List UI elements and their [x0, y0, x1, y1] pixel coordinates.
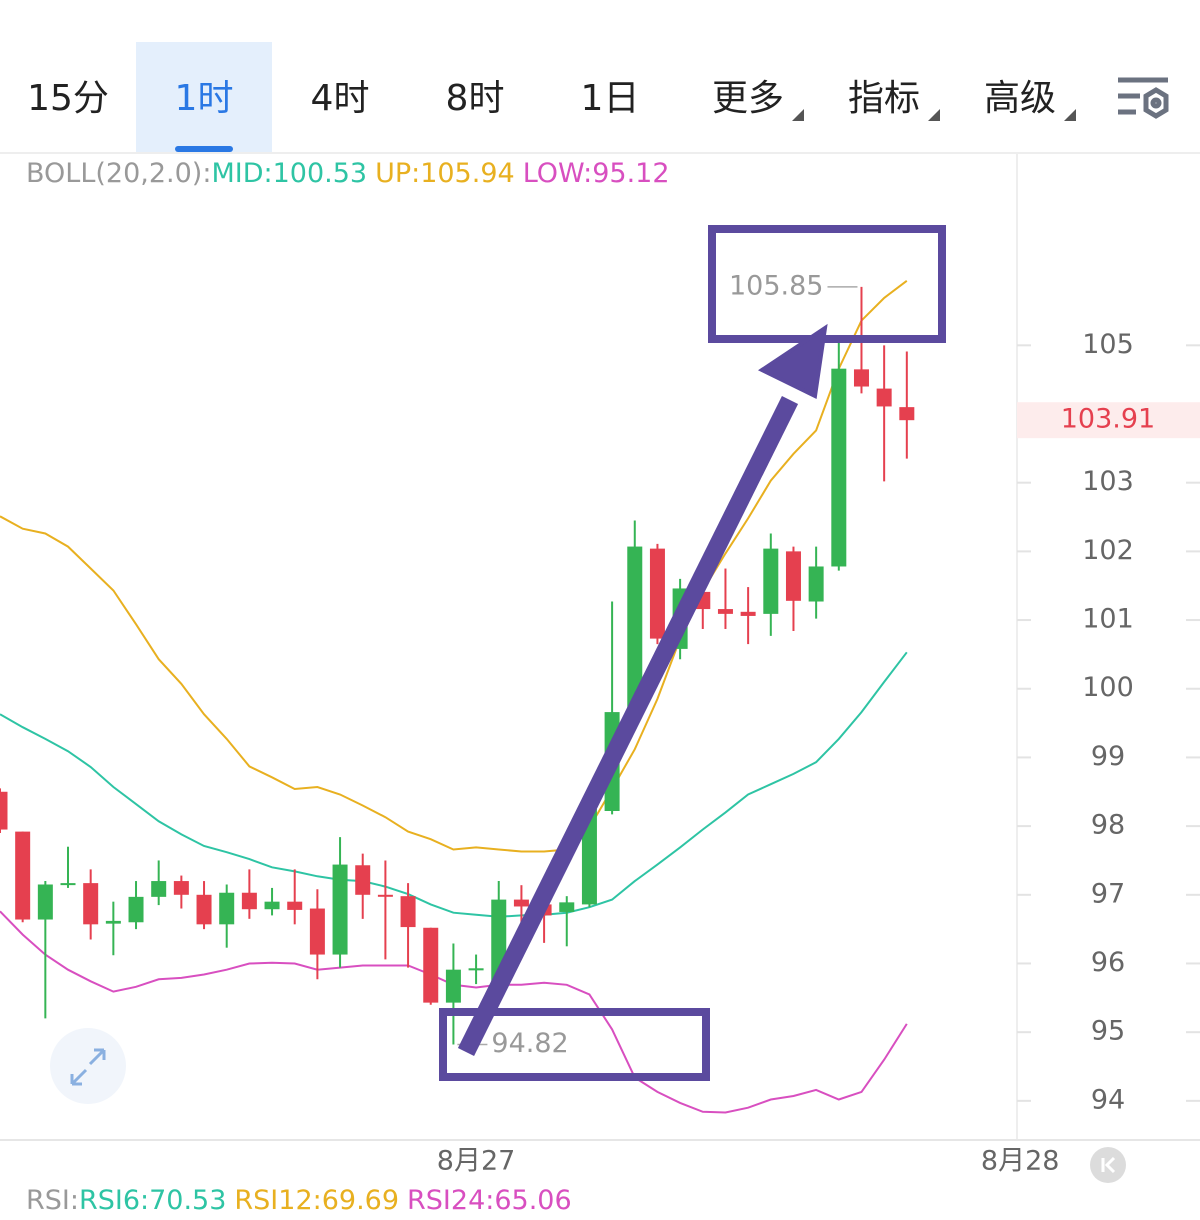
- candle-body: [128, 896, 144, 923]
- candle-body: [83, 883, 99, 925]
- expand-icon: [70, 1048, 106, 1086]
- candle-body: [649, 548, 665, 639]
- legend-entry: UP:105.94: [375, 158, 515, 189]
- candle-body: [219, 892, 235, 925]
- y-tick-label: 105: [1082, 329, 1134, 360]
- candle-body: [513, 899, 529, 907]
- candle-body: [445, 969, 461, 1003]
- tab[interactable]: 指标: [848, 78, 920, 119]
- highlight-box: [439, 1008, 710, 1081]
- rsi-entry: RSI6:70.53: [79, 1185, 226, 1216]
- band-line: [0, 280, 908, 853]
- dropdown-caret: [928, 109, 940, 121]
- y-tick-label: 98: [1091, 810, 1125, 841]
- candle-body: [15, 831, 31, 920]
- candle-body: [264, 901, 280, 910]
- last-price-label: 103.91: [1061, 404, 1155, 435]
- candle-body: [853, 369, 869, 387]
- candle-body: [763, 548, 779, 614]
- arrow-shaft: [457, 395, 799, 1057]
- candle-body: [173, 881, 189, 895]
- candle-body: [808, 566, 824, 602]
- low-marker-label: 94.82: [491, 1028, 568, 1059]
- icon-dot: [1150, 97, 1162, 109]
- candle-body: [151, 881, 167, 897]
- icon-hex: [1143, 87, 1169, 119]
- candle-body: [400, 896, 416, 928]
- candle-body: [196, 894, 212, 925]
- tab[interactable]: 4时: [311, 78, 370, 119]
- tab[interactable]: 1时: [175, 78, 234, 119]
- last-price-band: [1017, 402, 1200, 439]
- candle-body: [899, 407, 915, 421]
- tab-indicator: [175, 146, 233, 152]
- rsi-legend: RSI:RSI6:70.53 RSI12:69.69 RSI24:65.06: [26, 1185, 572, 1216]
- candle-body: [105, 920, 121, 924]
- candle-body: [831, 368, 847, 567]
- candle-body: [0, 791, 8, 830]
- candle-body: [287, 901, 303, 910]
- annotation: [439, 225, 946, 1081]
- candle-body: [627, 546, 643, 713]
- y-tick-label: 95: [1091, 1016, 1125, 1047]
- dropdown-caret: [1064, 109, 1076, 121]
- y-tick-label: 99: [1091, 741, 1125, 772]
- candle-body: [332, 864, 348, 955]
- tab[interactable]: 高级: [984, 78, 1056, 119]
- y-tick-label: 100: [1082, 672, 1134, 703]
- x-tick-label: 8月28: [981, 1146, 1060, 1177]
- rsi-entry: RSI12:69.69: [234, 1185, 399, 1216]
- tab[interactable]: 8时: [446, 78, 505, 119]
- y-tick-label: 97: [1091, 878, 1125, 909]
- legend-title: BOLL(20,2.0):: [26, 158, 211, 189]
- tab[interactable]: 更多: [712, 78, 784, 119]
- tab[interactable]: 1日: [581, 78, 640, 119]
- candle-body: [60, 883, 76, 886]
- candle-body: [717, 609, 733, 614]
- y-tick-label: 101: [1082, 604, 1134, 635]
- x-tick-label: 8月27: [437, 1146, 516, 1177]
- candle-body: [876, 388, 892, 407]
- candle-body: [468, 968, 484, 971]
- scroll-end-icon: [1101, 1156, 1116, 1174]
- candle-body: [785, 551, 801, 601]
- arrow-head: [757, 323, 828, 400]
- tab[interactable]: 15分: [27, 78, 109, 119]
- y-tick-label: 102: [1082, 535, 1134, 566]
- band-line: [0, 651, 908, 918]
- y-tick-label: 103: [1082, 466, 1134, 497]
- highlight-box: [708, 225, 946, 343]
- candle-body: [423, 927, 439, 1003]
- candle-body: [740, 611, 756, 616]
- y-tick-label: 94: [1091, 1084, 1125, 1115]
- candle-body: [377, 894, 393, 897]
- legend: BOLL(20,2.0):MID:100.53 UP:105.94 LOW:95.1…: [26, 158, 670, 189]
- candle-body: [559, 902, 575, 912]
- rsi-entry: RSI24:65.06: [407, 1185, 572, 1216]
- legend-entry: LOW:95.12: [523, 158, 670, 189]
- tab-highlight: [136, 42, 272, 152]
- rsi-title: RSI:: [26, 1185, 79, 1216]
- plot: [0, 280, 915, 1114]
- settings-icon[interactable]: [1118, 77, 1169, 119]
- candle-body: [241, 892, 257, 910]
- candle-body: [309, 908, 325, 955]
- dropdown-caret: [792, 109, 804, 121]
- legend-entry: MID:100.53: [211, 158, 367, 189]
- y-tick-label: 96: [1091, 947, 1125, 978]
- expand-button[interactable]: [50, 1028, 126, 1104]
- candle-body: [581, 808, 597, 905]
- high-marker-label: 105.85: [729, 270, 823, 301]
- candle-body: [355, 865, 371, 895]
- candle-body: [37, 884, 53, 920]
